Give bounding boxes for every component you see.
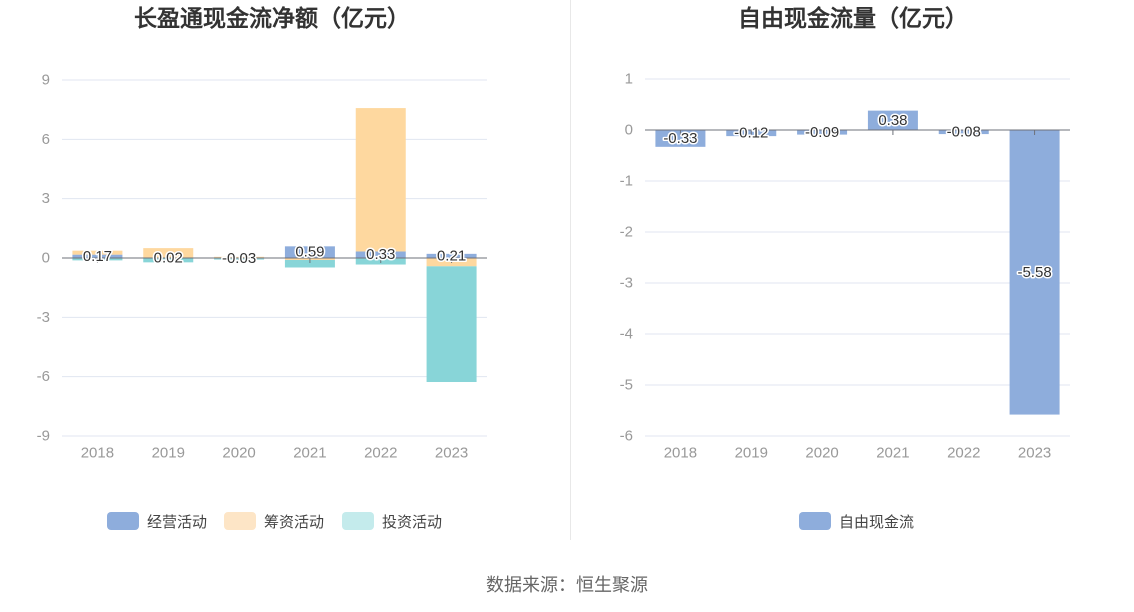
legend-swatch-operating — [107, 512, 139, 530]
fcf-y-tick-label: -2 — [620, 224, 633, 241]
legend-item-financing[interactable]: 筹资活动 — [224, 512, 325, 531]
fcf-y-tick-label: -3 — [620, 275, 633, 292]
cashflow-data-label-2023: 0.21 — [437, 247, 466, 264]
legend-item-operating[interactable]: 经营活动 — [107, 512, 208, 531]
cashflow-data-label-2021: 0.59 — [295, 244, 324, 261]
cashflow-bar-financing-2019 — [143, 248, 194, 258]
cashflow-bar-investing-2023 — [426, 266, 477, 383]
fcf-x-tick-label: 2019 — [735, 445, 768, 462]
cashflow-data-label-2020: -0.03 — [222, 250, 256, 267]
cashflow-bar-financing-2022 — [355, 108, 406, 252]
cashflow-x-tick-label: 2022 — [364, 445, 397, 462]
cashflow-y-tick-label: 0 — [42, 250, 50, 267]
cashflow-y-tick-label: -6 — [37, 368, 50, 385]
fcf-data-label-2021: 0.38 — [878, 112, 907, 129]
cashflow-data-label-2022: 0.33 — [366, 246, 395, 263]
fcf-data-label-2022: -0.08 — [947, 124, 981, 141]
cashflow-data-label-2018: 0.17 — [83, 248, 112, 265]
cashflow-x-tick-label: 2023 — [435, 445, 468, 462]
fcf-bar-free-cash-flow-2018 — [655, 130, 706, 147]
cashflow-bar-operating-2021 — [284, 246, 335, 258]
cashflow-x-tick-label: 2020 — [222, 445, 255, 462]
cashflow-x-tick-label: 2019 — [152, 445, 185, 462]
cashflow-bar-investing-2021 — [284, 259, 335, 268]
fcf-y-tick-label: -6 — [620, 428, 633, 445]
fcf-x-tick-label: 2018 — [664, 445, 697, 462]
chart-divider — [570, 0, 571, 540]
legend-item-free-cash-flow[interactable]: 自由现金流 — [799, 512, 915, 531]
cashflow-bar-operating-2022 — [355, 251, 406, 258]
cashflow-y-tick-label: 6 — [42, 131, 50, 148]
cashflow-x-tick-label: 2021 — [293, 445, 326, 462]
cashflow-y-tick-label: 3 — [42, 190, 50, 207]
legend-label-investing: 投资活动 — [382, 513, 443, 531]
cashflow-chart-title: 长盈通现金流净额（亿元） — [134, 5, 410, 31]
legend-label-operating: 经营活动 — [147, 513, 208, 531]
legend-label-financing: 筹资活动 — [264, 513, 325, 531]
fcf-data-label-2020: -0.09 — [805, 124, 839, 141]
cashflow-y-tick-label: -3 — [37, 309, 50, 326]
fcf-y-tick-label: -5 — [620, 377, 633, 394]
fcf-bar-free-cash-flow-2023 — [1009, 130, 1060, 415]
fcf-y-tick-label: 0 — [625, 122, 633, 139]
legend-swatch-investing — [342, 512, 374, 530]
cashflow-bar-operating-2018 — [72, 254, 123, 258]
fcf-y-tick-label: -1 — [620, 173, 633, 190]
fcf-data-label-2019: -0.12 — [734, 125, 768, 142]
legend-label-free-cash-flow: 自由现金流 — [839, 513, 915, 531]
charts-canvas: 9 6 3 0 -3 -6 -9 2018 2019 2020 2021 2022 2023 0.17 0.… — [37, 71, 1070, 462]
free-cash-flow-chart-title: 自由现金流量（亿元） — [738, 5, 968, 31]
legend-swatch-financing — [224, 512, 256, 530]
fcf-x-tick-label: 2020 — [805, 445, 838, 462]
cashflow-x-tick-label: 2018 — [81, 445, 114, 462]
fcf-data-label-2023: -5.58 — [1017, 264, 1051, 281]
data-source-note: 数据来源：恒生聚源 — [486, 575, 648, 595]
cashflow-bar-financing-2018 — [72, 250, 123, 255]
fcf-x-tick-label: 2022 — [947, 445, 980, 462]
cashflow-data-label-2019: 0.02 — [154, 249, 183, 266]
fcf-x-tick-label: 2021 — [876, 445, 909, 462]
fcf-x-tick-label: 2023 — [1018, 445, 1051, 462]
fcf-y-tick-label: -4 — [620, 326, 633, 343]
fcf-data-label-2018: -0.33 — [663, 130, 697, 147]
cashflow-bar-operating-2023 — [426, 253, 477, 258]
cashflow-y-tick-label: -9 — [37, 428, 50, 445]
fcf-y-tick-label: 1 — [625, 71, 633, 88]
fcf-bar-free-cash-flow-2021 — [867, 110, 918, 130]
legend-swatch-free-cash-flow — [799, 512, 831, 530]
cashflow-bar-financing-2020 — [214, 256, 265, 258]
cashflow-y-tick-label: 9 — [42, 72, 50, 89]
legend-item-investing[interactable]: 投资活动 — [342, 512, 443, 531]
